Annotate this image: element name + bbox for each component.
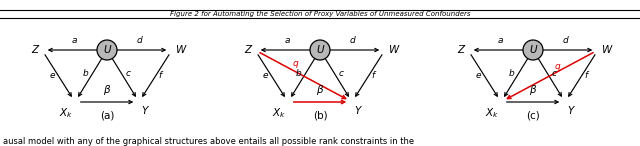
Text: U: U <box>103 45 111 55</box>
Text: b: b <box>508 69 514 79</box>
FancyArrowPatch shape <box>356 55 382 96</box>
FancyArrowPatch shape <box>110 55 136 96</box>
Circle shape <box>310 40 330 60</box>
Text: e: e <box>476 72 481 80</box>
FancyArrowPatch shape <box>569 55 595 96</box>
Text: e: e <box>50 72 56 80</box>
Text: a: a <box>72 36 77 45</box>
Text: $\beta$: $\beta$ <box>316 83 324 97</box>
Text: q: q <box>292 59 298 68</box>
Text: W: W <box>176 45 186 55</box>
FancyArrowPatch shape <box>81 100 132 104</box>
Text: $\beta$: $\beta$ <box>529 83 537 97</box>
Text: a: a <box>285 36 291 45</box>
FancyArrowPatch shape <box>45 55 71 96</box>
Text: a: a <box>498 36 503 45</box>
FancyArrowPatch shape <box>323 55 348 96</box>
Text: $X_k$: $X_k$ <box>272 106 286 120</box>
FancyArrowPatch shape <box>49 48 102 52</box>
Text: b: b <box>295 69 301 79</box>
Text: W: W <box>602 45 612 55</box>
FancyArrowPatch shape <box>292 55 317 96</box>
Text: ausal model with any of the graphical structures above entails all possible rank: ausal model with any of the graphical st… <box>3 137 414 146</box>
FancyArrowPatch shape <box>79 55 104 96</box>
Text: Y: Y <box>141 106 147 116</box>
Text: $\beta$: $\beta$ <box>103 83 111 97</box>
Text: d: d <box>563 36 568 45</box>
Text: U: U <box>529 45 537 55</box>
Text: d: d <box>349 36 355 45</box>
Text: d: d <box>136 36 142 45</box>
Text: f: f <box>159 72 162 80</box>
FancyArrowPatch shape <box>506 100 558 104</box>
Text: c: c <box>126 69 131 79</box>
Text: Z: Z <box>244 45 251 55</box>
Circle shape <box>523 40 543 60</box>
FancyArrowPatch shape <box>143 55 169 96</box>
FancyArrowPatch shape <box>471 55 497 96</box>
Text: c: c <box>339 69 344 79</box>
Text: c: c <box>552 69 557 79</box>
FancyArrowPatch shape <box>538 48 591 52</box>
FancyArrowPatch shape <box>113 48 165 52</box>
FancyArrowPatch shape <box>475 48 527 52</box>
FancyArrowPatch shape <box>260 53 346 99</box>
Text: U: U <box>316 45 324 55</box>
FancyArrowPatch shape <box>258 55 284 96</box>
Text: (b): (b) <box>313 110 327 120</box>
Text: Y: Y <box>354 106 360 116</box>
Text: b: b <box>83 69 88 79</box>
Text: Z: Z <box>31 45 38 55</box>
Text: $X_k$: $X_k$ <box>485 106 499 120</box>
Text: f: f <box>584 72 588 80</box>
FancyArrowPatch shape <box>508 53 593 99</box>
Text: W: W <box>389 45 399 55</box>
FancyArrowPatch shape <box>326 48 378 52</box>
Circle shape <box>97 40 117 60</box>
Text: Y: Y <box>567 106 573 116</box>
Text: q: q <box>554 62 560 71</box>
Text: (c): (c) <box>526 110 540 120</box>
Text: e: e <box>263 72 269 80</box>
Text: f: f <box>371 72 374 80</box>
Text: $X_k$: $X_k$ <box>59 106 73 120</box>
Text: (a): (a) <box>100 110 114 120</box>
Text: Figure 2 for Automating the Selection of Proxy Variables of Unmeasured Confounde: Figure 2 for Automating the Selection of… <box>170 11 470 17</box>
Text: Z: Z <box>457 45 464 55</box>
FancyArrowPatch shape <box>262 48 314 52</box>
FancyArrowPatch shape <box>294 100 345 104</box>
FancyArrowPatch shape <box>536 55 561 96</box>
FancyArrowPatch shape <box>504 55 530 96</box>
